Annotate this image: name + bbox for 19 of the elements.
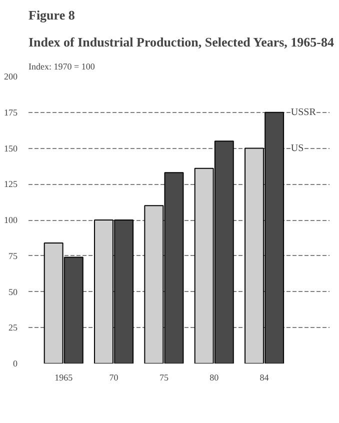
x-tick-label: 84 bbox=[260, 372, 270, 382]
series-label: USSR bbox=[290, 106, 316, 118]
y-tick-label: 175 bbox=[4, 107, 18, 118]
y-tick-label: 150 bbox=[4, 143, 18, 154]
text: US bbox=[290, 142, 304, 154]
text: Index: 1970 = 100 bbox=[28, 62, 96, 72]
chart-title: Figure 8 bbox=[28, 8, 76, 22]
chart-subtitle: Index of Industrial Production, Selected Years, 1965-84 bbox=[28, 34, 334, 50]
y-tick-label: 75 bbox=[8, 250, 18, 261]
x-tick-label: 80 bbox=[210, 372, 220, 382]
y-tick-label: 100 bbox=[4, 215, 18, 225]
y-tick-label: 0 bbox=[13, 358, 18, 368]
y-tick-label: 25 bbox=[8, 322, 18, 333]
x-tick-label: 1965 bbox=[54, 372, 74, 382]
y-tick-label: 200 bbox=[4, 72, 18, 82]
x-tick-label: 70 bbox=[109, 372, 119, 382]
y-tick-label: 125 bbox=[4, 179, 18, 190]
y-tick-label: 50 bbox=[8, 286, 18, 297]
x-tick-label: 75 bbox=[159, 372, 169, 382]
